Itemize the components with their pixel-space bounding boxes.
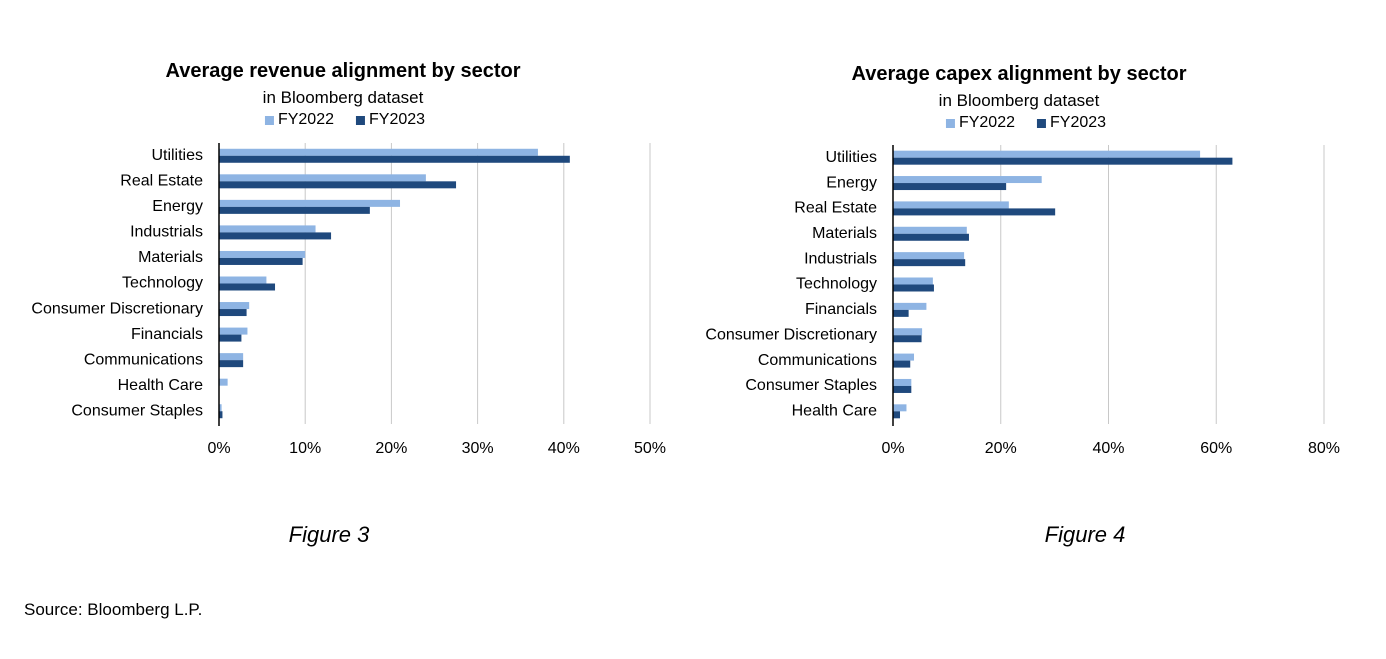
bar-fy2022 [219,250,306,258]
bar-fy2022 [219,353,244,361]
legend-label: FY2022 [277,111,334,128]
category-label: Energy [152,198,203,215]
category-label: Communications [84,351,203,368]
legend-swatch-fy2023 [356,115,365,125]
legend-item-fy2022: FY2022 [945,114,1015,132]
category-label: Real Estate [794,200,877,217]
x-tick-label: 30% [462,440,494,457]
bar-fy2022 [893,201,1009,209]
bar-fy2022 [219,404,222,412]
x-tick-label: 10% [289,440,321,457]
category-label: Consumer Staples [745,377,877,394]
bar-fy2022 [219,199,401,207]
category-label: Health Care [118,377,203,394]
bar-fy2022 [219,378,228,386]
chart-plot-capex: Utilities Energy Real Estate Materials Indus… [705,145,1340,457]
chart-legend: FY2022 FY2023 [264,111,425,129]
category-label: Communications [758,352,877,369]
x-tick-label: 40% [1092,440,1124,457]
figure-caption: Figure 4 [1044,522,1126,547]
legend-item-fy2022: FY2022 [264,111,334,129]
chart-subtitle: in Bloomberg dataset [938,91,1100,110]
chart-title: Average capex alignment by sector [851,63,1187,85]
x-tick-label: 40% [548,440,580,457]
bar-fy2023 [893,385,912,393]
bar-fy2022 [219,148,538,156]
bar-fy2023 [219,232,332,240]
bar-fy2023 [219,155,570,163]
bar-fy2023 [893,360,911,368]
figure-caption: Figure 3 [288,522,370,547]
bar-fy2023 [893,157,1233,165]
bar-fy2023 [219,206,370,214]
x-tick-label: 0% [207,440,230,457]
bar-fy2022 [893,277,933,285]
bar-fy2022 [219,174,426,182]
category-label: Technology [122,275,203,292]
category-label: Financials [131,326,203,343]
bar-fy2023 [893,208,1056,216]
bar-fy2023 [219,411,223,419]
bar-fy2023 [893,309,909,317]
bar-fy2022 [219,276,267,284]
bar-fy2022 [893,150,1201,158]
legend-item-fy2023: FY2023 [1037,114,1106,132]
legend-swatch-fy2022 [264,115,274,125]
bar-fy2022 [893,176,1042,184]
category-label: Real Estate [120,173,203,190]
bar-fy2023 [893,284,934,292]
category-label: Industrials [804,250,877,267]
x-tick-label: 50% [634,440,666,457]
bar-fy2023 [893,233,969,241]
x-tick-label: 20% [375,440,407,457]
category-label: Consumer Discretionary [705,326,877,343]
bar-fy2023 [219,181,457,189]
legend-label: FY2022 [958,114,1015,131]
chart-subtitle: in Bloomberg dataset [262,88,424,107]
bar-fy2023 [219,257,303,265]
bar-fy2023 [219,334,242,342]
source-note: Source: Bloomberg L.P. [24,600,203,619]
bar-fy2023 [219,309,247,317]
bar-fy2022 [893,378,912,386]
legend-swatch-fy2023 [1037,118,1046,128]
legend-label: FY2023 [369,111,426,128]
bar-fy2022 [893,353,915,361]
category-label: Industrials [130,224,203,241]
bar-fy2022 [219,225,316,233]
bar-fy2022 [893,302,927,310]
bar-fy2023 [219,283,276,291]
category-label: Technology [796,276,877,293]
bar-fy2022 [893,226,967,234]
bar-fy2022 [893,404,907,412]
x-tick-label: 20% [985,440,1017,457]
bar-fy2022 [893,328,923,336]
category-label: Materials [138,249,203,266]
category-label: Materials [812,225,877,242]
x-tick-label: 80% [1308,440,1340,457]
legend-label: FY2023 [1050,114,1107,131]
bar-fy2022 [893,252,965,260]
bar-fy2022 [219,327,248,335]
chart-title: Average revenue alignment by sector [165,60,521,82]
category-label: Utilities [825,149,877,166]
category-label: Health Care [792,403,877,420]
chart-plot-revenue: Utilities Real Estate Energy Industrials Mat… [31,143,666,457]
bar-fy2023 [893,259,966,267]
chart-legend: FY2022 FY2023 [945,114,1106,132]
category-label: Consumer Staples [71,402,203,419]
category-label: Financials [805,301,877,318]
x-tick-label: 0% [881,440,904,457]
x-tick-label: 60% [1200,440,1232,457]
bar-fy2023 [893,411,901,419]
bar-fy2023 [893,183,1007,191]
bar-fy2022 [219,302,250,310]
legend-swatch-fy2022 [945,118,955,128]
category-label: Consumer Discretionary [31,300,203,317]
legend-item-fy2023: FY2023 [356,111,425,129]
bar-fy2023 [219,360,244,368]
category-label: Utilities [151,147,203,164]
bar-fy2023 [893,335,922,343]
category-label: Energy [826,174,877,191]
